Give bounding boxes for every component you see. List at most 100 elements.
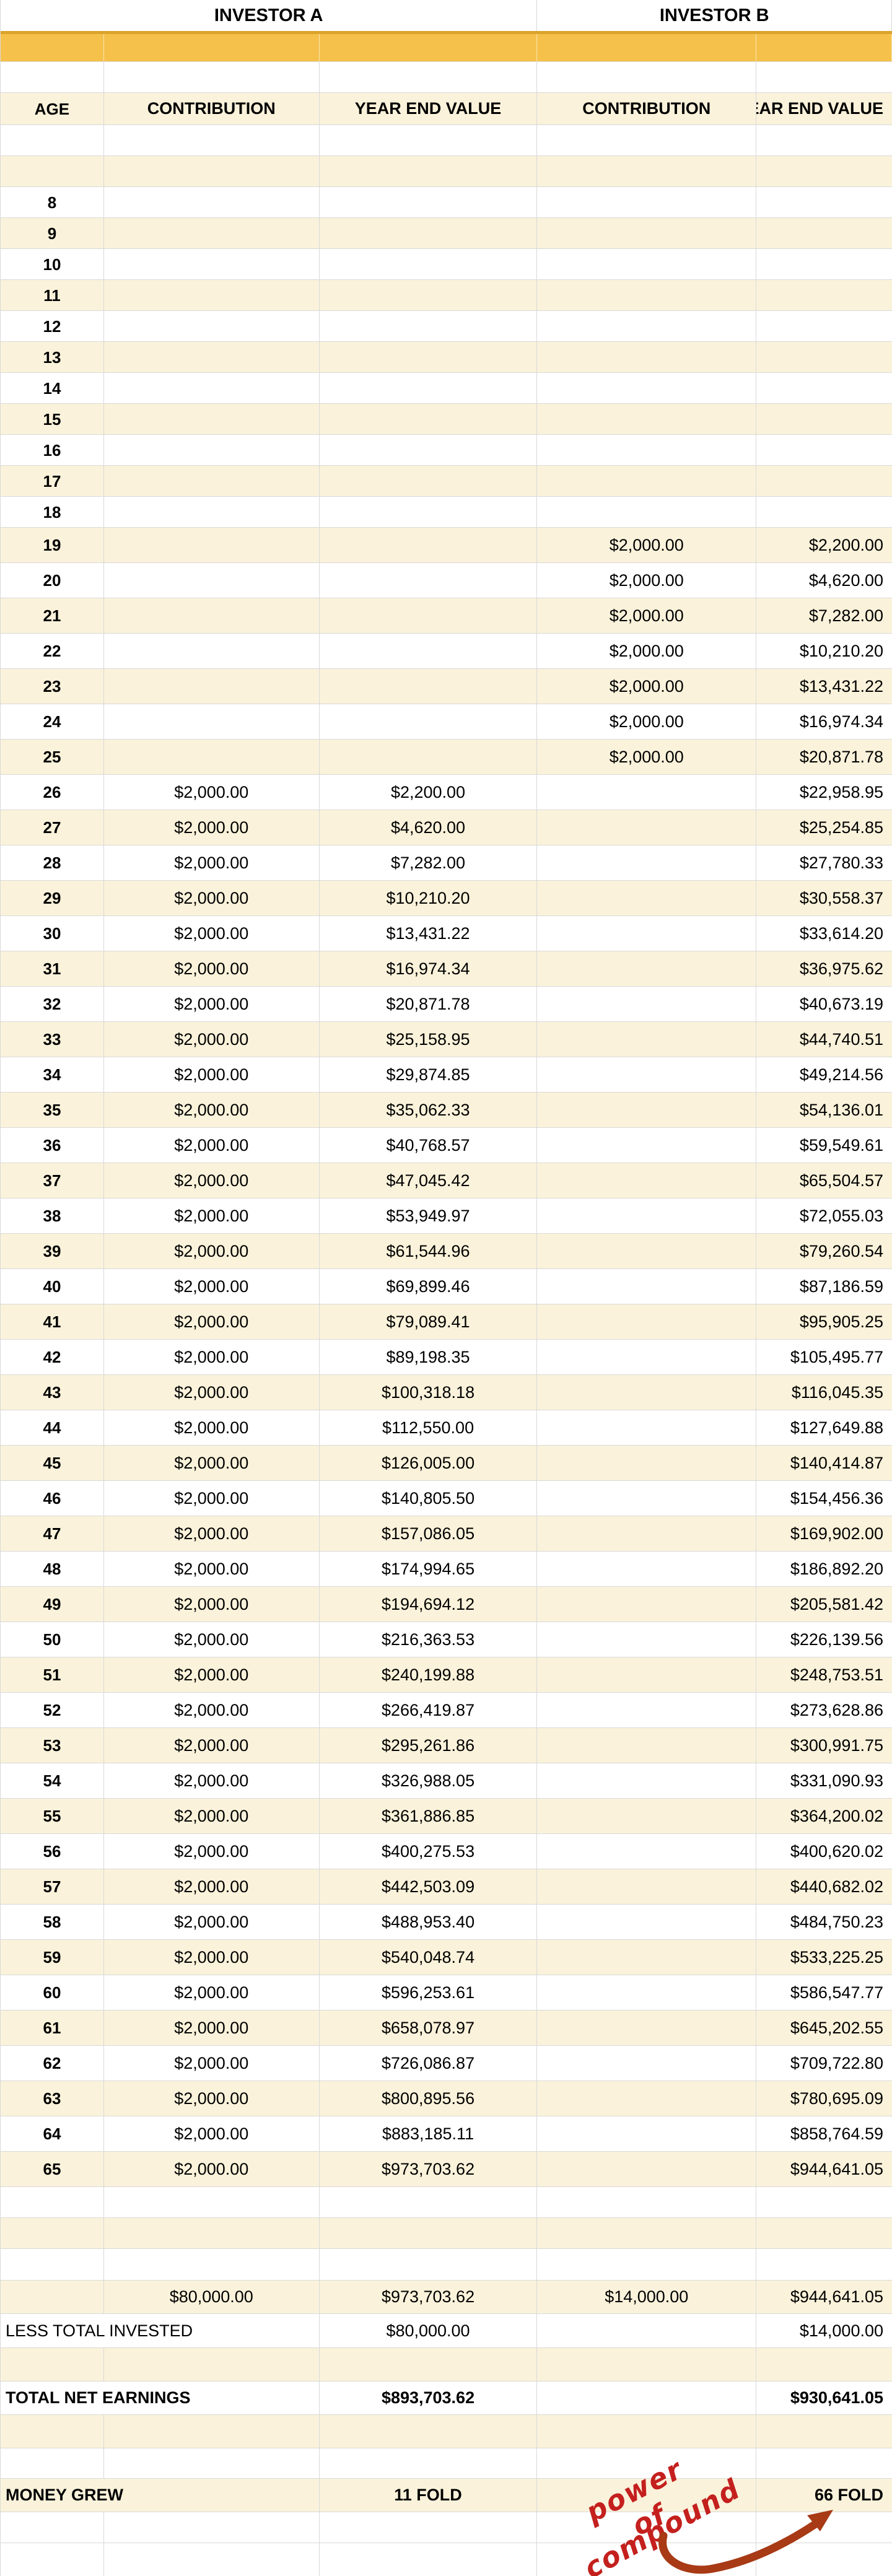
- cell-a-contribution[interactable]: $2,000.00: [104, 881, 320, 915]
- cell-a-contribution[interactable]: $2,000.00: [104, 1128, 320, 1163]
- cell-age[interactable]: 60: [1, 1975, 104, 2010]
- cell-age[interactable]: 46: [1, 1481, 104, 1516]
- cell-blank[interactable]: [1, 2187, 104, 2217]
- cell-a-contribution[interactable]: $2,000.00: [104, 2046, 320, 2080]
- cell-age[interactable]: 9: [1, 218, 104, 248]
- cell-age[interactable]: 17: [1, 466, 104, 496]
- cell-b-year-end-value[interactable]: $533,225.25: [790, 1947, 883, 1967]
- cell-a-contribution[interactable]: [104, 563, 320, 598]
- cell-blank[interactable]: [537, 2479, 757, 2512]
- cell-a-contribution[interactable]: [104, 634, 320, 668]
- cell-a-year-end-value[interactable]: [320, 704, 538, 739]
- cell-a-year-end-value[interactable]: $157,086.05: [320, 1516, 538, 1551]
- cell-b-contribution[interactable]: [537, 1375, 757, 1410]
- cell-b-year-end-value[interactable]: $105,495.77: [790, 1347, 883, 1366]
- cell-b-year-end-value[interactable]: [756, 342, 892, 372]
- cell-a-contribution[interactable]: $2,000.00: [104, 1657, 320, 1692]
- cell-b-contribution[interactable]: $2,000.00: [537, 669, 757, 704]
- cell-b-year-end-value[interactable]: [756, 404, 892, 434]
- cell-age[interactable]: 48: [1, 1552, 104, 1586]
- cell-a-year-end-value[interactable]: $29,874.85: [320, 1057, 538, 1092]
- cell-age[interactable]: 33: [1, 1022, 104, 1057]
- cell-a-contribution[interactable]: $2,000.00: [104, 987, 320, 1021]
- cell-age[interactable]: 21: [1, 598, 104, 633]
- cell-b-year-end-value[interactable]: $20,871.78: [799, 747, 883, 766]
- cell-b-year-end-value[interactable]: $331,090.93: [790, 1771, 883, 1790]
- cell-blank[interactable]: [1, 2218, 104, 2248]
- cell-b-contribution[interactable]: [537, 1622, 757, 1657]
- cell-blank[interactable]: [104, 2415, 320, 2448]
- cell-age[interactable]: 47: [1, 1516, 104, 1551]
- cell-blank[interactable]: [756, 2415, 892, 2448]
- cell-b-contribution[interactable]: [537, 1763, 757, 1798]
- cell-a-year-end-value[interactable]: [320, 669, 538, 704]
- cell-age[interactable]: 43: [1, 1375, 104, 1410]
- cell-age[interactable]: 24: [1, 704, 104, 739]
- cell-b-year-end-value[interactable]: $273,628.86: [790, 1700, 883, 1719]
- cell-b-year-end-value[interactable]: $169,902.00: [790, 1524, 883, 1543]
- cell-a-contribution[interactable]: $2,000.00: [104, 1834, 320, 1869]
- cell-b-year-end-value[interactable]: $186,892.20: [790, 1559, 883, 1578]
- cell-b-contribution[interactable]: [537, 2152, 757, 2186]
- cell-a-contribution[interactable]: [104, 435, 320, 465]
- cell-b-contribution[interactable]: [537, 1410, 757, 1445]
- cell-a-year-end-value[interactable]: $16,974.34: [320, 951, 538, 986]
- cell-a-contribution[interactable]: $2,000.00: [104, 1375, 320, 1410]
- cell-a-year-end-value[interactable]: $47,045.42: [320, 1163, 538, 1198]
- cell-blank[interactable]: [756, 2187, 892, 2217]
- cell-b-year-end-value[interactable]: $4,620.00: [808, 570, 883, 590]
- cell-b-year-end-value[interactable]: [756, 249, 892, 279]
- cell-a-contribution[interactable]: $2,000.00: [104, 2081, 320, 2116]
- cell-a-year-end-value[interactable]: [320, 528, 538, 562]
- cell-a-contribution[interactable]: [104, 404, 320, 434]
- cell-a-year-end-value[interactable]: [320, 342, 538, 372]
- cell-a-year-end-value[interactable]: [320, 218, 538, 248]
- cell-age[interactable]: 59: [1, 1940, 104, 1975]
- cell-b-contribution[interactable]: [537, 373, 757, 403]
- cell-blank[interactable]: [320, 62, 538, 92]
- cell-blank[interactable]: [1, 2415, 104, 2448]
- total-net-earnings-a[interactable]: $893,703.62: [320, 2382, 538, 2414]
- cell-blank[interactable]: [1, 34, 104, 61]
- cell-b-contribution[interactable]: [537, 810, 757, 845]
- cell-age[interactable]: 39: [1, 1234, 104, 1268]
- cell-a-contribution[interactable]: $2,000.00: [104, 1340, 320, 1374]
- cell-b-year-end-value[interactable]: $22,958.95: [799, 782, 883, 801]
- cell-age[interactable]: 64: [1, 2116, 104, 2151]
- cell-blank[interactable]: [756, 2448, 892, 2478]
- cell-b-year-end-value[interactable]: $205,581.42: [790, 1594, 883, 1613]
- cell-a-contribution[interactable]: $2,000.00: [104, 1869, 320, 1904]
- cell-age[interactable]: 52: [1, 1693, 104, 1727]
- cell-b-contribution[interactable]: [537, 1657, 757, 1692]
- cell-b-contribution[interactable]: $2,000.00: [537, 634, 757, 668]
- cell-b-year-end-value[interactable]: [756, 497, 892, 527]
- cell-age[interactable]: 36: [1, 1128, 104, 1163]
- cell-blank[interactable]: [104, 62, 320, 92]
- cell-b-year-end-value[interactable]: [756, 311, 892, 341]
- cell-age[interactable]: 8: [1, 187, 104, 217]
- cell-b-year-end-value[interactable]: $944,641.05: [790, 2159, 883, 2178]
- cell-a-contribution[interactable]: $2,000.00: [104, 951, 320, 986]
- cell-b-contribution[interactable]: [537, 342, 757, 372]
- total-a-year-end-value[interactable]: $973,703.62: [320, 2281, 538, 2313]
- cell-b-contribution[interactable]: [537, 187, 757, 217]
- header-a-year-end-value[interactable]: YEAR END VALUE: [320, 93, 538, 124]
- cell-a-year-end-value[interactable]: $53,949.97: [320, 1198, 538, 1233]
- cell-blank[interactable]: [104, 2348, 320, 2381]
- cell-a-contribution[interactable]: [104, 669, 320, 704]
- cell-a-contribution[interactable]: $2,000.00: [104, 2116, 320, 2151]
- cell-a-contribution[interactable]: $2,000.00: [104, 1446, 320, 1480]
- cell-a-year-end-value[interactable]: [320, 634, 538, 668]
- money-grew-label[interactable]: MONEY GREW: [1, 2479, 320, 2512]
- cell-b-contribution[interactable]: [537, 1340, 757, 1374]
- cell-b-contribution[interactable]: [537, 1269, 757, 1304]
- header-b-year-end-value[interactable]: YEAR END VALUE: [756, 99, 883, 118]
- cell-age[interactable]: 32: [1, 987, 104, 1021]
- cell-age[interactable]: 58: [1, 1905, 104, 1939]
- cell-age[interactable]: 37: [1, 1163, 104, 1198]
- cell-blank[interactable]: [320, 125, 538, 155]
- cell-b-contribution[interactable]: [537, 845, 757, 880]
- cell-b-year-end-value[interactable]: $248,753.51: [790, 1665, 883, 1684]
- cell-b-contribution[interactable]: [537, 1905, 757, 1939]
- cell-b-contribution[interactable]: [537, 2081, 757, 2116]
